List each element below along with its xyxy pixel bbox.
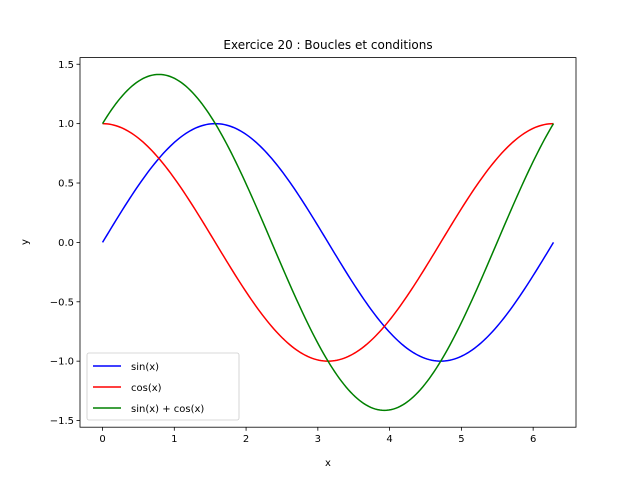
x-axis-label: x [325,458,331,469]
series-layer [101,73,555,412]
y-tick-label: 0.5 [58,179,74,190]
y-tick-label: −0.5 [50,297,74,308]
y-tick-label: −1.0 [50,357,74,368]
legend: sin(x) cos(x) sin(x) + cos(x) [86,352,240,421]
legend-label-3: sin(x) + cos(x) [131,404,204,415]
y-tick-label: −1.5 [50,416,74,427]
x-tick-label: 6 [530,434,536,445]
y-axis-ticks: −1.5 −1.0 −0.5 0.0 0.5 1.0 1.5 [50,60,80,427]
series-line-1 [101,122,555,362]
x-tick-label: 4 [386,434,392,445]
x-tick-label: 1 [171,434,177,445]
x-tick-label: 0 [99,434,105,445]
chart-title: Exercice 20 : Boucles et conditions [223,38,432,52]
series-line-3 [101,73,555,412]
y-tick-label: 0.0 [58,238,74,249]
x-tick-label: 5 [458,434,464,445]
x-tick-label: 3 [315,434,321,445]
legend-box [86,352,240,421]
legend-label-2: cos(x) [131,383,162,394]
x-tick-label: 2 [243,434,249,445]
y-tick-label: 1.5 [58,60,74,71]
y-axis-label: y [20,239,31,245]
legend-label-1: sin(x) [131,362,159,373]
x-axis-ticks: 0 1 2 3 4 5 6 [99,427,536,445]
y-tick-label: 1.0 [58,119,74,130]
